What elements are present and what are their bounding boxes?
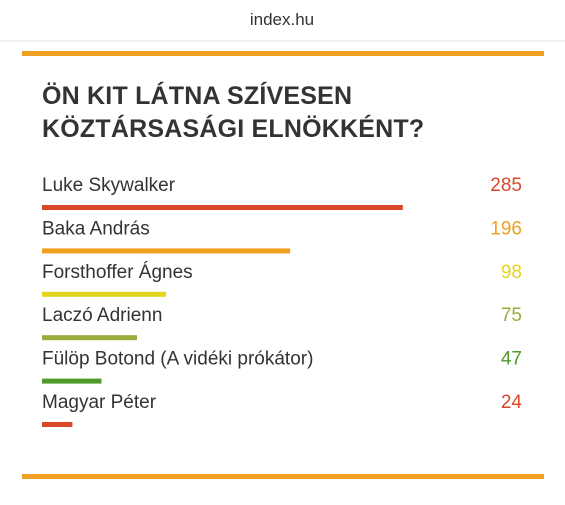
vote-count: 196	[490, 218, 522, 239]
top-rule	[22, 51, 544, 56]
bottom-rule	[22, 474, 544, 479]
vote-count: 75	[501, 305, 522, 326]
vote-bar	[42, 291, 167, 297]
vote-count: 47	[501, 349, 522, 370]
option-label: Fülöp Botond (A vidéki prókátor)	[42, 349, 313, 370]
site-name: index.hu	[250, 10, 314, 29]
option-label: Laczó Adrienn	[42, 305, 162, 326]
vote-bar	[42, 335, 137, 341]
vote-count: 24	[501, 392, 523, 413]
poll-title: ÖN KIT LÁTNA SZÍVESEN KÖZTÁRSASÁGI ELNÖK…	[42, 82, 425, 143]
option-label: Magyar Péter	[42, 392, 157, 413]
option-label: Forsthoffer Ágnes	[42, 262, 193, 283]
vote-bar	[42, 205, 403, 210]
vote-count: 98	[501, 262, 522, 283]
vote-count: 285	[490, 175, 522, 196]
vote-bar	[42, 378, 102, 384]
option-label: Baka András	[42, 218, 150, 239]
option-label: Luke Skywalker	[42, 175, 176, 196]
vote-bar	[42, 248, 291, 254]
vote-bar	[42, 422, 73, 427]
